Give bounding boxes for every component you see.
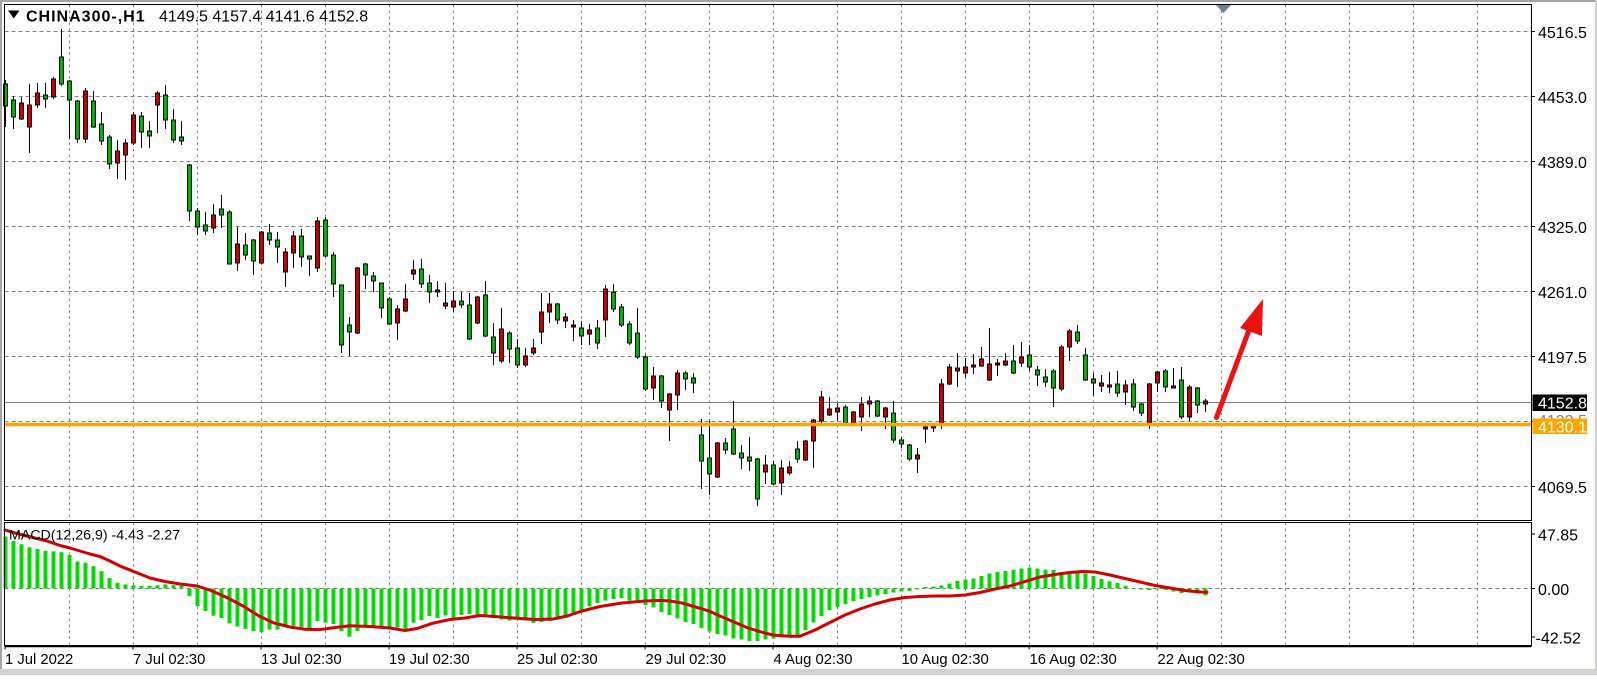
svg-text:4 Aug 02:30: 4 Aug 02:30 bbox=[774, 652, 853, 668]
svg-text:1 Jul 2022: 1 Jul 2022 bbox=[5, 652, 73, 668]
svg-text:4453.0: 4453.0 bbox=[1538, 90, 1587, 107]
svg-text:10 Aug 02:30: 10 Aug 02:30 bbox=[902, 652, 989, 668]
svg-text:4325.0: 4325.0 bbox=[1538, 220, 1587, 237]
svg-text:16 Aug 02:30: 16 Aug 02:30 bbox=[1030, 652, 1117, 668]
svg-text:4152.8: 4152.8 bbox=[1538, 396, 1587, 413]
svg-text:19 Jul 02:30: 19 Jul 02:30 bbox=[389, 652, 470, 668]
svg-text:CHINA300-,H1: CHINA300-,H1 bbox=[26, 9, 146, 26]
svg-text:7 Jul 02:30: 7 Jul 02:30 bbox=[133, 652, 205, 668]
svg-text:4130.1: 4130.1 bbox=[1538, 420, 1587, 437]
svg-text:MACD(12,26,9) -4.43 -2.27: MACD(12,26,9) -4.43 -2.27 bbox=[9, 528, 180, 544]
svg-text:13 Jul 02:30: 13 Jul 02:30 bbox=[261, 652, 342, 668]
svg-text:4261.0: 4261.0 bbox=[1538, 285, 1587, 302]
svg-text:-42.52: -42.52 bbox=[1536, 631, 1581, 648]
svg-text:4069.5: 4069.5 bbox=[1538, 480, 1587, 497]
svg-text:4516.5: 4516.5 bbox=[1538, 25, 1587, 42]
svg-text:0.00: 0.00 bbox=[1538, 582, 1569, 599]
svg-text:4149.5 4157.4 4141.6 4152.8: 4149.5 4157.4 4141.6 4152.8 bbox=[159, 9, 368, 26]
svg-text:25 Jul 02:30: 25 Jul 02:30 bbox=[517, 652, 598, 668]
svg-text:29 Jul 02:30: 29 Jul 02:30 bbox=[646, 652, 727, 668]
svg-text:4197.5: 4197.5 bbox=[1538, 350, 1587, 367]
svg-text:22 Aug 02:30: 22 Aug 02:30 bbox=[1158, 652, 1245, 668]
svg-text:4389.0: 4389.0 bbox=[1538, 155, 1587, 172]
svg-text:47.85: 47.85 bbox=[1538, 528, 1578, 545]
